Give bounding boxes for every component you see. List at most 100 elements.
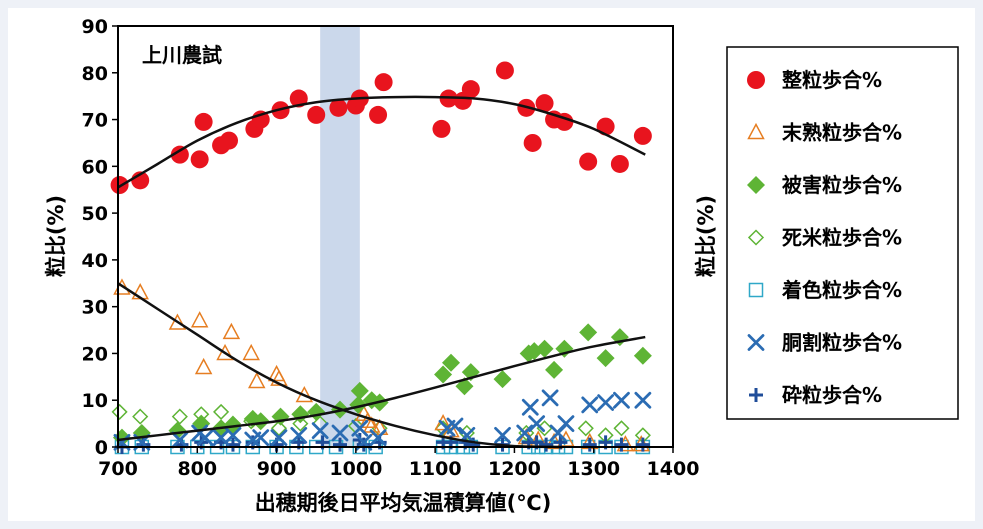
series-3-point-25 bbox=[545, 360, 564, 379]
series-3-point-28 bbox=[596, 349, 615, 368]
y-tick-label-20: 20 bbox=[82, 343, 108, 365]
y-axis-title-left: 粒比(%) bbox=[44, 195, 68, 277]
series-2-point-6 bbox=[216, 343, 234, 361]
series-1-point-28 bbox=[579, 152, 598, 171]
legend-label-5: 着色粒歩合% bbox=[781, 278, 902, 302]
x-tick-label-700: 700 bbox=[98, 458, 138, 480]
series-1-point-16 bbox=[369, 105, 388, 124]
series-7-point-26 bbox=[614, 437, 629, 452]
series-4-point-8 bbox=[270, 420, 288, 437]
y-tick-label-10: 10 bbox=[82, 390, 108, 412]
series-1-point-5 bbox=[194, 112, 213, 131]
y-tick-label-30: 30 bbox=[82, 297, 108, 319]
series-6-point-24 bbox=[541, 389, 559, 407]
legend-item-1: 整粒歩合% bbox=[747, 68, 882, 92]
series-7-point-13 bbox=[356, 437, 371, 452]
series-4-point-2 bbox=[132, 408, 149, 425]
series-1-point-30 bbox=[610, 154, 629, 173]
series-1-point-4 bbox=[190, 150, 209, 169]
y-tick-label-0: 0 bbox=[95, 437, 108, 459]
series-6-point-26 bbox=[557, 415, 575, 433]
legend-item-3: 被害粒歩合% bbox=[747, 173, 902, 197]
series-7-point-27 bbox=[635, 437, 650, 452]
series-1-point-21 bbox=[461, 80, 480, 99]
annotation-label: 上川農試 bbox=[142, 43, 222, 67]
series-6-point-9 bbox=[252, 429, 270, 447]
legend-label-6: 胴割粒歩合% bbox=[781, 331, 902, 355]
series-1-point-7 bbox=[220, 131, 238, 150]
series-6-point-3 bbox=[171, 431, 189, 449]
y-tick-label-90: 90 bbox=[82, 16, 108, 38]
plot-area bbox=[118, 26, 673, 447]
legend-marker-5 bbox=[748, 282, 764, 298]
series-1-point-22 bbox=[495, 61, 514, 80]
series-2-point-11 bbox=[270, 369, 288, 386]
legend-marker-4 bbox=[747, 229, 765, 246]
series-3-point-8 bbox=[251, 412, 270, 431]
series-3-point-3 bbox=[168, 421, 187, 440]
series-2-point-8 bbox=[242, 343, 260, 361]
series-4-point-17 bbox=[577, 420, 594, 437]
series-6-point-10 bbox=[270, 429, 288, 447]
legend-marker-2 bbox=[747, 122, 765, 140]
series-3-point-17 bbox=[434, 365, 453, 384]
legend-label-3: 被害粒歩合% bbox=[782, 173, 902, 197]
legend-label-1: 整粒歩合% bbox=[781, 68, 882, 92]
legend-box bbox=[726, 46, 959, 420]
legend-item-2: 末熟粒歩合% bbox=[747, 121, 902, 145]
series-2-point-7 bbox=[222, 322, 241, 340]
highlight-band bbox=[320, 26, 360, 447]
x-axis-title: 出穂期後日平均気温積算値(℃) bbox=[255, 491, 552, 515]
y-tick-label-50: 50 bbox=[82, 203, 108, 225]
series-1-point-11 bbox=[289, 89, 308, 108]
x-tick-label-1400: 1400 bbox=[647, 458, 700, 480]
series-6-point-13 bbox=[331, 424, 349, 442]
series-7-point-24 bbox=[582, 437, 597, 452]
series-2-point-9 bbox=[247, 371, 266, 389]
legend-item-6: 胴割粒歩合% bbox=[747, 331, 902, 355]
trendline-1 bbox=[117, 95, 646, 189]
series-6-point-22 bbox=[521, 398, 539, 416]
series-6-point-23 bbox=[528, 415, 546, 433]
legend-item-5: 着色粒歩合% bbox=[748, 278, 902, 302]
series-6-point-30 bbox=[634, 391, 652, 409]
series-6-point-18 bbox=[446, 417, 464, 435]
series-1-point-13 bbox=[329, 98, 348, 117]
series-4-point-9 bbox=[292, 415, 309, 432]
legend-marker-7 bbox=[749, 388, 763, 402]
series-6-point-20 bbox=[494, 426, 511, 444]
series-3-point-21 bbox=[493, 370, 512, 389]
series-2-point-4 bbox=[190, 311, 209, 328]
trendline-2 bbox=[117, 282, 563, 449]
series-1-point-17 bbox=[374, 73, 393, 92]
legend-label-2: 末熟粒歩合% bbox=[782, 121, 902, 145]
series-1-point-24 bbox=[523, 133, 542, 152]
x-tick-label-1000: 1000 bbox=[329, 458, 382, 480]
series-3-point-30 bbox=[633, 346, 652, 365]
series-6-point-7 bbox=[224, 426, 242, 444]
trendline-3 bbox=[117, 335, 646, 442]
series-6-point-14 bbox=[351, 419, 369, 437]
series-7-point-11 bbox=[333, 437, 347, 452]
legend-marker-6 bbox=[747, 334, 765, 351]
series-3-point-18 bbox=[442, 353, 460, 372]
legend-item-4: 死米粒歩合% bbox=[747, 226, 902, 250]
legend-label-7: 砕粒歩合% bbox=[782, 383, 882, 407]
series-4-point-1 bbox=[111, 403, 128, 420]
y-tick-label-60: 60 bbox=[82, 156, 108, 178]
legend-marker-1 bbox=[747, 71, 765, 89]
x-tick-label-800: 800 bbox=[177, 458, 217, 480]
series-6-point-29 bbox=[613, 391, 630, 409]
plot-frame bbox=[117, 25, 674, 448]
series-6-point-11 bbox=[290, 426, 308, 444]
series-1-point-29 bbox=[596, 117, 615, 136]
series-1-point-25 bbox=[535, 94, 554, 113]
series-4-point-5 bbox=[213, 403, 230, 420]
x-tick-label-1100: 1100 bbox=[409, 458, 462, 480]
series-1-point-18 bbox=[432, 119, 451, 138]
legend-label-4: 死米粒歩合% bbox=[782, 226, 902, 250]
series-2-point-5 bbox=[194, 357, 213, 375]
series-4-point-19 bbox=[613, 420, 630, 437]
series-3-point-13 bbox=[349, 395, 368, 414]
series-3-point-24 bbox=[535, 339, 554, 358]
